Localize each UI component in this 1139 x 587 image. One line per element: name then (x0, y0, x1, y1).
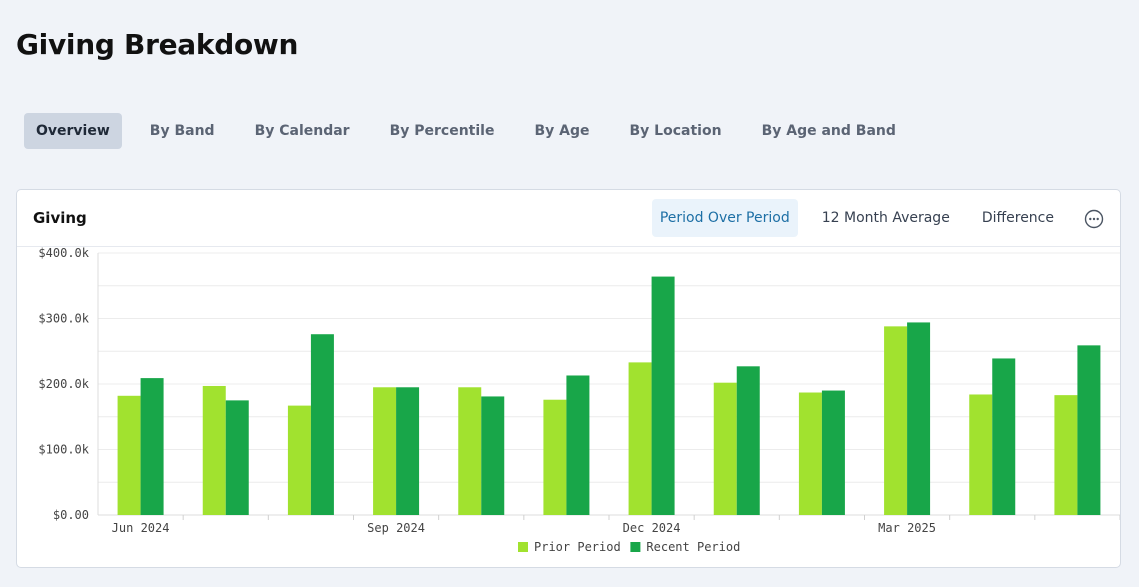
card-title: Giving (33, 209, 87, 227)
bar-prior (543, 399, 567, 515)
legend-swatch (518, 542, 528, 552)
tab-by-location[interactable]: By Location (629, 123, 722, 139)
view-toggle: Period Over Period 12 Month Average Diff… (636, 199, 1062, 237)
tab-by-calendar[interactable]: By Calendar (254, 123, 350, 139)
legend-label: Prior Period (534, 540, 621, 554)
bar-recent (1077, 345, 1101, 515)
bar-prior (884, 326, 908, 515)
bar-recent (907, 322, 931, 515)
tab-by-percentile[interactable]: By Percentile (389, 123, 495, 139)
more-horizontal-icon[interactable] (1084, 209, 1104, 229)
bar-prior (202, 385, 226, 515)
x-tick-label: Dec 2024 (623, 521, 681, 535)
bar-recent (396, 387, 420, 515)
bar-prior (713, 382, 737, 515)
bar-prior (458, 387, 482, 515)
bar-recent (481, 396, 505, 515)
bar-prior (373, 387, 397, 515)
view-difference-button[interactable]: Difference (981, 210, 1054, 226)
bar-recent (140, 378, 164, 515)
tab-by-age-and-band[interactable]: By Age and Band (761, 123, 896, 139)
bar-prior (287, 405, 311, 515)
giving-card: Giving Period Over Period 12 Month Avera… (16, 189, 1121, 568)
bar-recent (225, 400, 249, 515)
legend-label: Recent Period (646, 540, 740, 554)
x-tick-label: Jun 2024 (112, 521, 170, 535)
page-title: Giving Breakdown (16, 28, 299, 61)
y-tick-label: $200.0k (38, 377, 89, 391)
bar-prior (628, 362, 652, 515)
tab-by-band[interactable]: By Band (149, 123, 215, 139)
card-header: Giving Period Over Period 12 Month Avera… (17, 190, 1120, 247)
tab-bar: Overview By Band By Calendar By Percenti… (24, 113, 924, 149)
tab-overview[interactable]: Overview (24, 113, 122, 149)
x-tick-label: Sep 2024 (367, 521, 425, 535)
tab-by-age[interactable]: By Age (534, 123, 590, 139)
y-tick-label: $100.0k (38, 443, 89, 457)
view-12-month-average-button[interactable]: 12 Month Average (821, 210, 950, 226)
bar-recent (821, 390, 845, 515)
bar-recent (736, 366, 760, 515)
y-tick-label: $0.00 (53, 508, 89, 522)
y-tick-label: $400.0k (38, 247, 89, 260)
y-tick-label: $300.0k (38, 312, 89, 326)
x-tick-label: Mar 2025 (878, 521, 936, 535)
bar-prior (1054, 395, 1078, 515)
bar-recent (566, 375, 590, 515)
legend-swatch (630, 542, 641, 552)
view-period-over-period-button[interactable]: Period Over Period (651, 199, 798, 237)
bar-recent (992, 358, 1016, 515)
bar-recent (651, 276, 675, 515)
giving-bar-chart: $0.00 $100.0k $200.0k $300.0k $400.0k Jun 202… (38, 247, 1120, 554)
bar-prior (117, 395, 141, 515)
bar-prior (798, 392, 822, 515)
bar-prior (969, 394, 993, 515)
bar-recent (310, 334, 334, 515)
